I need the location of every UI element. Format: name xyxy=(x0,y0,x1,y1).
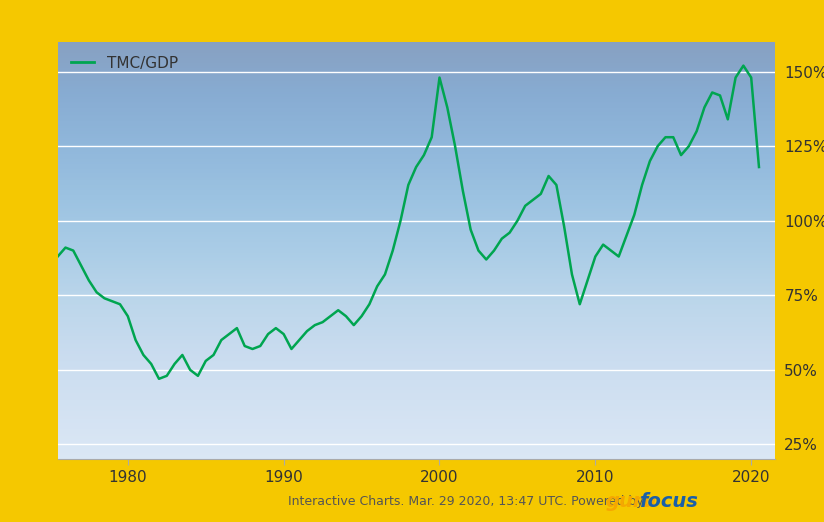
Text: guru: guru xyxy=(606,492,657,511)
Text: Interactive Charts. Mar. 29 2020, 13:47 UTC. Powered by: Interactive Charts. Mar. 29 2020, 13:47 … xyxy=(288,495,644,507)
Legend: TMC/GDP: TMC/GDP xyxy=(65,50,184,77)
Text: focus: focus xyxy=(639,492,697,511)
